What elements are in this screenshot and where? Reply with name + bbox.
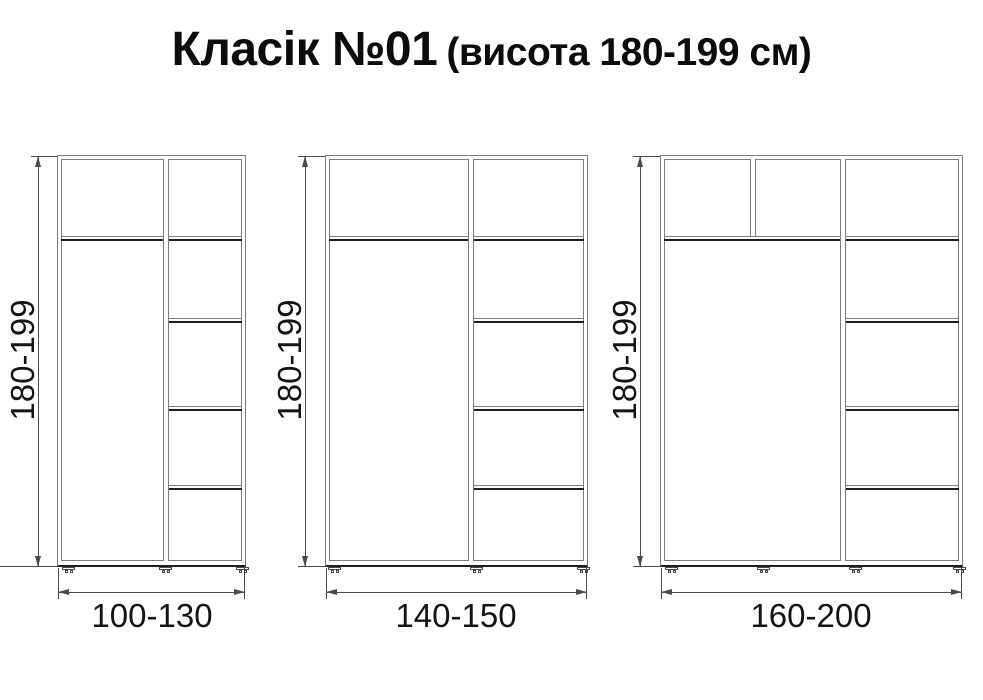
extension-line-top [298, 156, 325, 157]
wardrobe-frame [660, 155, 963, 567]
adjustable-foot [953, 567, 966, 573]
foot-glide [239, 570, 242, 573]
wardrobe-frame [325, 155, 588, 567]
side-column-shelf [169, 406, 242, 411]
adjustable-foot [757, 567, 770, 573]
side-column-shelf [474, 485, 584, 490]
foot-glide [331, 570, 334, 573]
adjustable-foot [470, 567, 483, 573]
page-title: Класік №01 (висота 180-199 см) [0, 20, 983, 91]
side-column-shelf [846, 406, 959, 411]
height-dimension-label-1: 180-199 [4, 299, 41, 421]
width-dimension-line [326, 592, 587, 593]
width-extension-right [961, 568, 962, 599]
dimension-arrow-down-icon [35, 556, 41, 567]
foot-glide [673, 570, 676, 573]
foot-glide [580, 570, 583, 573]
side-column-shelf [474, 406, 584, 411]
top-section-shelf [664, 236, 959, 241]
foot-glide [473, 570, 476, 573]
dimension-arrow-right-icon [234, 589, 245, 595]
adjustable-foot [665, 567, 678, 573]
wardrobe-inner-wall [61, 159, 242, 561]
height-dimension-line [305, 157, 306, 566]
width-dimension-label-3: 160-200 [750, 597, 872, 634]
extension-line-bottom [633, 566, 662, 567]
extension-line-top [31, 156, 57, 157]
vertical-divider [468, 159, 474, 561]
dimension-arrow-left-icon [58, 589, 69, 595]
width-extension-left [58, 568, 59, 599]
width-extension-right [244, 568, 245, 599]
adjustable-foot [159, 567, 172, 573]
title-height-range: (висота 180-199 см) [446, 31, 812, 74]
side-column-shelf [846, 318, 959, 323]
title-product-name: Класік №01 [171, 23, 438, 76]
foot-glide [478, 570, 481, 573]
top-section-shelf [329, 236, 584, 241]
width-extension-right [586, 568, 587, 599]
height-dimension-label-2: 180-199 [271, 299, 308, 421]
wardrobe-frame [57, 155, 246, 567]
foot-glide [852, 570, 855, 573]
side-column-shelf [474, 318, 584, 323]
dimension-arrow-left-icon [661, 589, 672, 595]
dimension-arrow-up-icon [35, 156, 41, 167]
top-section-shelf [61, 236, 242, 241]
vertical-divider [840, 159, 846, 561]
adjustable-foot [849, 567, 862, 573]
foot-glide [760, 570, 763, 573]
dimension-arrow-up-icon [302, 156, 308, 167]
dimension-arrow-up-icon [637, 156, 643, 167]
extension-line-top [633, 156, 660, 157]
extension-line-bottom [0, 566, 59, 567]
vertical-divider [163, 159, 169, 561]
foot-glide [668, 570, 671, 573]
wardrobe-inner-wall [664, 159, 959, 561]
foot-glide [857, 570, 860, 573]
dimension-arrow-left-icon [326, 589, 337, 595]
side-column-shelf [169, 485, 242, 490]
foot-glide [765, 570, 768, 573]
height-dimension-label-3: 180-199 [606, 299, 643, 421]
side-column-shelf [846, 485, 959, 490]
wardrobe-inner-wall [329, 159, 584, 561]
dimension-arrow-right-icon [576, 589, 587, 595]
adjustable-foot [62, 567, 75, 573]
width-extension-left [661, 568, 662, 599]
foot-glide [336, 570, 339, 573]
top-section-divider [750, 159, 756, 236]
foot-glide [65, 570, 68, 573]
dimension-arrow-right-icon [951, 589, 962, 595]
foot-glide [162, 570, 165, 573]
width-extension-left [326, 568, 327, 599]
extension-line-bottom [298, 566, 327, 567]
dimension-arrow-down-icon [302, 556, 308, 567]
foot-glide [70, 570, 73, 573]
side-column-shelf [169, 318, 242, 323]
adjustable-foot [328, 567, 341, 573]
width-dimension-label-2: 140-150 [395, 597, 517, 634]
height-dimension-line [640, 157, 641, 566]
foot-glide [167, 570, 170, 573]
width-dimension-line [58, 592, 245, 593]
foot-glide [956, 570, 959, 573]
width-dimension-line [661, 592, 962, 593]
width-dimension-label-1: 100-130 [91, 597, 213, 634]
height-dimension-line [38, 157, 39, 566]
dimension-arrow-down-icon [637, 556, 643, 567]
